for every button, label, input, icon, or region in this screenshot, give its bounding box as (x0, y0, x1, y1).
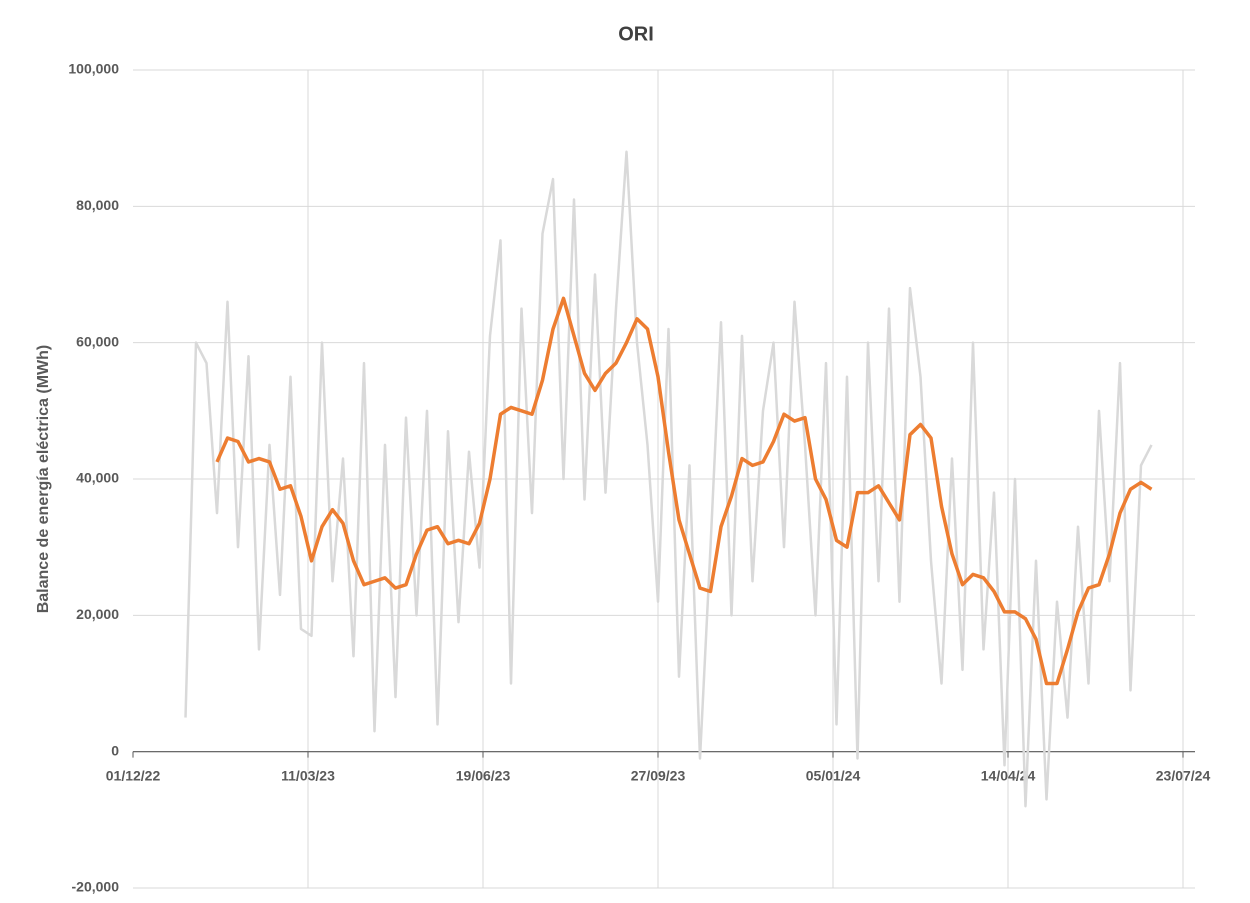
x-tick-label: 11/03/23 (281, 767, 335, 783)
y-axis-label: Balance de energía eléctrica (MWh) (35, 345, 52, 614)
x-tick-label: 01/12/22 (106, 767, 161, 783)
y-tick-label: 80,000 (76, 197, 119, 213)
y-tick-label: -20,000 (72, 879, 120, 895)
series-line (215, 296, 1153, 686)
y-tick-label: 60,000 (76, 333, 119, 349)
x-tick-label: 19/06/23 (456, 767, 511, 783)
x-tick-label: 27/09/23 (631, 767, 686, 783)
series-line (184, 150, 1153, 808)
x-tick-label: 23/07/24 (1156, 767, 1211, 783)
y-tick-label: 20,000 (76, 606, 119, 622)
y-tick-label: 0 (111, 742, 119, 758)
y-tick-label: 40,000 (76, 470, 119, 486)
y-tick-label: 100,000 (68, 61, 119, 77)
x-tick-label: 05/01/24 (806, 767, 861, 783)
x-tick-label: 14/04/24 (981, 767, 1036, 783)
chart-title: ORI (618, 23, 654, 45)
